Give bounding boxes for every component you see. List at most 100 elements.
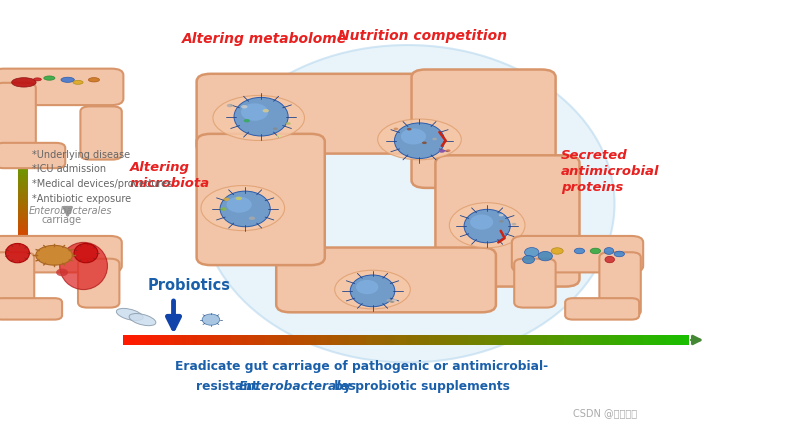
Circle shape — [36, 245, 72, 265]
Bar — [412, 335, 418, 345]
Bar — [18, 146, 28, 148]
FancyBboxPatch shape — [276, 248, 496, 312]
Ellipse shape — [574, 248, 584, 254]
Text: carriage: carriage — [41, 215, 81, 225]
Bar — [18, 211, 28, 213]
Circle shape — [392, 299, 397, 302]
Bar — [197, 335, 203, 345]
Bar — [366, 335, 373, 345]
Bar — [490, 335, 498, 345]
Bar — [559, 335, 565, 345]
Bar — [474, 335, 480, 345]
Bar — [18, 203, 28, 206]
Bar — [191, 335, 197, 345]
FancyBboxPatch shape — [0, 252, 34, 316]
Text: Altering
microbiota: Altering microbiota — [130, 161, 210, 190]
FancyBboxPatch shape — [197, 74, 440, 154]
FancyBboxPatch shape — [80, 106, 122, 160]
Bar — [321, 335, 328, 345]
Ellipse shape — [591, 248, 600, 254]
Bar — [140, 335, 146, 345]
Ellipse shape — [33, 78, 41, 81]
Circle shape — [249, 217, 256, 220]
Bar — [435, 335, 441, 345]
Bar — [242, 335, 248, 345]
Bar — [502, 335, 509, 345]
Bar — [18, 194, 28, 196]
Bar — [18, 191, 28, 194]
Bar — [225, 335, 232, 345]
Bar — [18, 158, 28, 160]
FancyBboxPatch shape — [565, 298, 639, 320]
Bar — [446, 335, 452, 345]
Circle shape — [236, 196, 242, 200]
Circle shape — [422, 142, 427, 144]
Bar — [615, 335, 622, 345]
Text: Enterobacterales: Enterobacterales — [29, 206, 112, 217]
Bar — [18, 153, 28, 156]
Bar — [638, 335, 644, 345]
Bar — [672, 335, 678, 345]
Text: *Underlying disease
*ICU admission
*Medical devices/procedures
*Antibiotic expos: *Underlying disease *ICU admission *Medi… — [32, 150, 172, 204]
Bar — [18, 205, 28, 208]
Bar — [18, 234, 28, 237]
Ellipse shape — [12, 78, 36, 87]
Bar — [315, 335, 322, 345]
Bar — [349, 335, 356, 345]
FancyBboxPatch shape — [0, 83, 36, 160]
Bar — [576, 335, 582, 345]
Bar — [428, 335, 435, 345]
Ellipse shape — [401, 128, 426, 145]
Bar — [276, 335, 283, 345]
Bar — [174, 335, 181, 345]
Bar — [18, 232, 28, 235]
Bar — [457, 335, 463, 345]
Bar — [18, 167, 28, 170]
Ellipse shape — [604, 248, 614, 254]
Ellipse shape — [551, 248, 564, 254]
Bar — [18, 124, 28, 127]
Bar — [18, 244, 28, 247]
Ellipse shape — [201, 45, 615, 363]
Bar — [253, 335, 259, 345]
FancyBboxPatch shape — [78, 259, 119, 308]
Bar — [18, 179, 28, 182]
Ellipse shape — [241, 103, 268, 121]
Bar — [293, 335, 299, 345]
Bar — [18, 184, 28, 187]
Bar — [18, 175, 28, 177]
Bar — [169, 335, 175, 345]
Bar — [18, 151, 28, 154]
Bar — [333, 335, 339, 345]
Text: by probiotic supplements: by probiotic supplements — [330, 381, 510, 393]
Bar — [462, 335, 469, 345]
Bar — [18, 177, 28, 180]
Bar — [610, 335, 616, 345]
Bar — [18, 254, 28, 257]
Text: resistant: resistant — [196, 381, 262, 393]
Bar — [214, 335, 220, 345]
Bar — [18, 143, 28, 146]
Bar — [202, 335, 209, 345]
Bar — [18, 139, 28, 142]
Ellipse shape — [74, 244, 98, 263]
FancyBboxPatch shape — [599, 252, 641, 316]
Bar — [479, 335, 486, 345]
Bar — [259, 335, 266, 345]
Bar — [18, 182, 28, 184]
FancyBboxPatch shape — [0, 236, 122, 272]
Bar — [355, 335, 361, 345]
Bar — [377, 335, 384, 345]
Bar — [519, 335, 525, 345]
Circle shape — [407, 128, 412, 130]
Bar — [406, 335, 412, 345]
Circle shape — [439, 149, 445, 153]
Bar — [18, 246, 28, 249]
Ellipse shape — [335, 270, 411, 309]
Bar — [643, 335, 650, 345]
Ellipse shape — [234, 97, 288, 136]
Ellipse shape — [220, 191, 271, 227]
Bar — [158, 335, 164, 345]
Circle shape — [393, 127, 398, 130]
Ellipse shape — [202, 314, 220, 325]
